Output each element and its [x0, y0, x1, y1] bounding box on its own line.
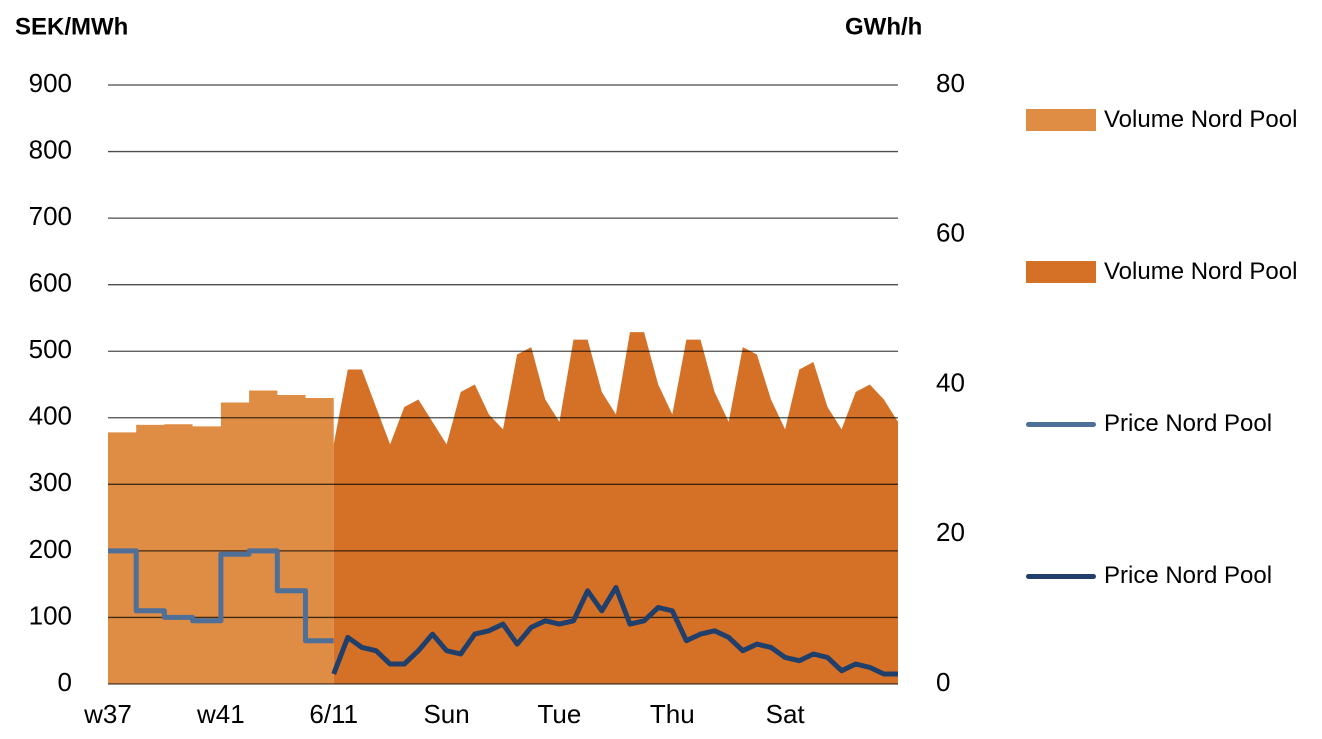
- legend-label: Volume Nord Pool: [1104, 258, 1298, 285]
- y-tick-label: 500: [29, 334, 72, 364]
- y2-tick-label: 0: [936, 667, 950, 697]
- y-tick-label: 600: [29, 268, 72, 298]
- y-tick-label: 200: [29, 534, 72, 564]
- x-tick-label: Sat: [766, 699, 806, 729]
- y-axis-title: SEK/MWh: [15, 13, 128, 40]
- x-tick-label: Tue: [538, 699, 582, 729]
- x-tick-label: w41: [196, 699, 245, 729]
- x-tick-label: Sun: [423, 699, 469, 729]
- y2-tick-label: 60: [936, 218, 965, 248]
- legend-swatch: [1026, 109, 1096, 131]
- legend-swatch: [1026, 422, 1096, 427]
- legend-swatch: [1026, 574, 1096, 579]
- y2-tick-label: 80: [936, 68, 965, 98]
- price-line: [108, 548, 334, 644]
- y2-tick-label: 20: [936, 517, 965, 547]
- x-tick-label: Thu: [650, 699, 695, 729]
- y2-tick-label: 40: [936, 367, 965, 397]
- y-tick-label: 900: [29, 68, 72, 98]
- legend-item: Price Nord Pool: [1026, 408, 1319, 440]
- y-tick-label: 800: [29, 134, 72, 164]
- legend-label: Price Nord Pool: [1104, 410, 1273, 437]
- legend-swatch: [1026, 261, 1096, 283]
- y2-axis-title: GWh/h: [845, 13, 922, 40]
- y-tick-label: 100: [29, 600, 72, 630]
- legend-label: Price Nord Pool: [1104, 562, 1273, 589]
- y-tick-label: 0: [58, 667, 72, 697]
- legend-item: Price Nord Pool: [1026, 560, 1319, 592]
- legend-item: Volume Nord Pool: [1026, 256, 1319, 288]
- volume-area: [108, 390, 334, 684]
- legend-item: Volume Nord Pool: [1026, 104, 1319, 136]
- price-line: [331, 585, 898, 677]
- y-tick-label: 300: [29, 467, 72, 497]
- x-tick-label: w37: [83, 699, 132, 729]
- volume-area: [333, 332, 898, 684]
- y-tick-label: 400: [29, 401, 72, 431]
- x-tick-label: 6/11: [309, 699, 358, 729]
- legend-label: Volume Nord Pool: [1104, 106, 1298, 133]
- y-tick-label: 700: [29, 201, 72, 231]
